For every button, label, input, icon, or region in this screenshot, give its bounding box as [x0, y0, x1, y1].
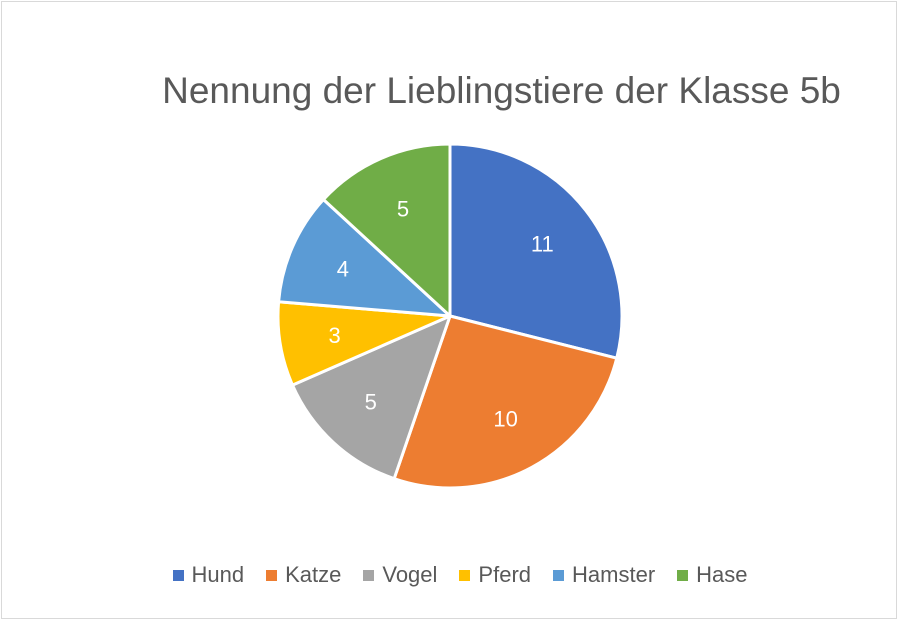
legend-label-pferd: Pferd	[478, 562, 532, 587]
data-label-pferd: 3	[329, 323, 341, 348]
data-label-hund: 11	[531, 232, 554, 257]
pie-slice-hund	[448, 142, 624, 360]
legend-item-pferd: Pferd	[459, 562, 531, 588]
pie-slice-vogel	[290, 314, 452, 481]
legend-swatch-hamster	[553, 569, 565, 581]
legend-label-hund: Hund	[191, 562, 245, 587]
legend-swatch-pferd	[459, 569, 471, 581]
pie-slice-hamster	[277, 198, 452, 318]
chart-legend: Hund Katze Vogel Pferd Hamster Hase	[0, 562, 900, 588]
legend-label-vogel: Vogel	[382, 562, 438, 587]
pie-slice-katze	[392, 314, 619, 490]
legend-label-katze: Katze	[285, 562, 342, 587]
data-label-hase: 5	[397, 196, 409, 221]
pie-slice-hase	[321, 142, 452, 318]
pie-slices	[276, 142, 624, 490]
legend-item-hamster: Hamster	[553, 562, 655, 588]
slice-labels: 11 10 5 3 4 5	[329, 196, 554, 431]
data-label-katze: 10	[493, 406, 517, 431]
legend-swatch-vogel	[363, 569, 375, 581]
chart-title: Nennung der Lieblingstiere der Klasse 5b	[162, 70, 841, 111]
legend-item-vogel: Vogel	[363, 562, 437, 588]
data-label-hamster: 4	[337, 257, 349, 282]
legend-label-hamster: Hamster	[572, 562, 656, 587]
legend-item-hase: Hase	[677, 562, 748, 588]
legend-swatch-hase	[677, 569, 689, 581]
legend-swatch-katze	[266, 569, 278, 581]
legend-item-katze: Katze	[266, 562, 341, 588]
data-label-vogel: 5	[365, 390, 377, 415]
legend-swatch-hund	[172, 569, 184, 581]
legend-label-hase: Hase	[696, 562, 748, 587]
legend-item-hund: Hund	[172, 562, 245, 588]
